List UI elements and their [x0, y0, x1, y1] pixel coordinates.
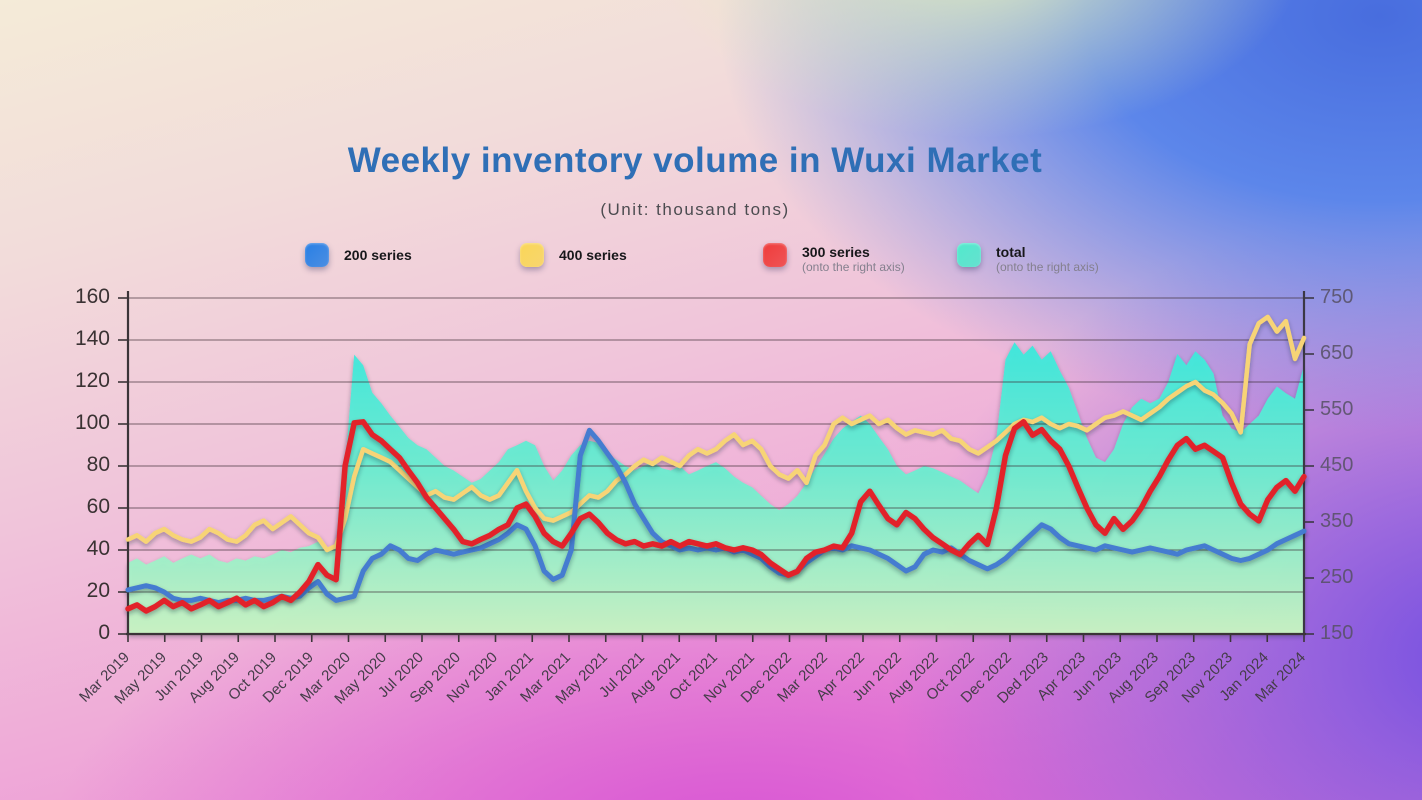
legend-text: total (onto the right axis)	[996, 243, 1099, 275]
legend-text: 200 series	[344, 243, 412, 267]
y-axis-right-label: 750	[1320, 286, 1354, 308]
y-axis-right-label: 150	[1320, 622, 1354, 644]
legend-text: 400 series	[559, 243, 627, 267]
line-300-series	[125, 419, 1307, 614]
y-axis-left-label: 120	[74, 369, 110, 392]
legend-item-200-series: 200 series	[305, 243, 412, 267]
y-axis-right-label: 450	[1320, 454, 1354, 476]
y-axis-left-label: 140	[74, 327, 110, 350]
y-axis-right-label: 350	[1320, 510, 1354, 532]
area-total	[128, 342, 1304, 634]
legend-item-total: total (onto the right axis)	[957, 243, 1099, 274]
legend-item-label: 200 series	[344, 247, 412, 263]
legend-item-caption: (onto the right axis)	[802, 260, 905, 274]
legend-swatch-total	[957, 243, 981, 267]
line-200-series	[125, 427, 1307, 605]
legend-swatch-400-series	[520, 243, 544, 267]
y-axis-right-label: 650	[1320, 342, 1354, 364]
legend-item-label: 300 series	[802, 244, 870, 260]
y-axis-left-label: 60	[86, 495, 110, 518]
legend-swatch-200-series	[305, 243, 329, 267]
y-axis-right-label: 250	[1320, 566, 1354, 588]
y-axis-left-label: 160	[74, 285, 110, 308]
legend-item-300-series: 300 series (onto the right axis)	[763, 243, 905, 274]
y-axis-left-label: 40	[86, 537, 110, 560]
legend-swatch-300-series	[763, 243, 787, 267]
legend-text: 300 series (onto the right axis)	[802, 243, 905, 275]
y-axis-left-label: 20	[86, 579, 110, 602]
y-axis-right-label: 550	[1320, 398, 1354, 420]
y-axis-left-label: 0	[98, 621, 110, 644]
legend-item-caption: (onto the right axis)	[996, 260, 1099, 274]
legend-item-label: 400 series	[559, 247, 627, 263]
legend-item-label: total	[996, 244, 1026, 260]
y-axis-left-label: 100	[74, 411, 110, 434]
y-axis-left-label: 80	[86, 453, 110, 476]
chart-subtitle: (Unit: thousand tons)	[600, 200, 790, 219]
legend-item-400-series: 400 series	[520, 243, 627, 267]
chart-title: Weekly inventory volume in Wuxi Market	[347, 141, 1043, 180]
line-400-series	[125, 314, 1307, 553]
